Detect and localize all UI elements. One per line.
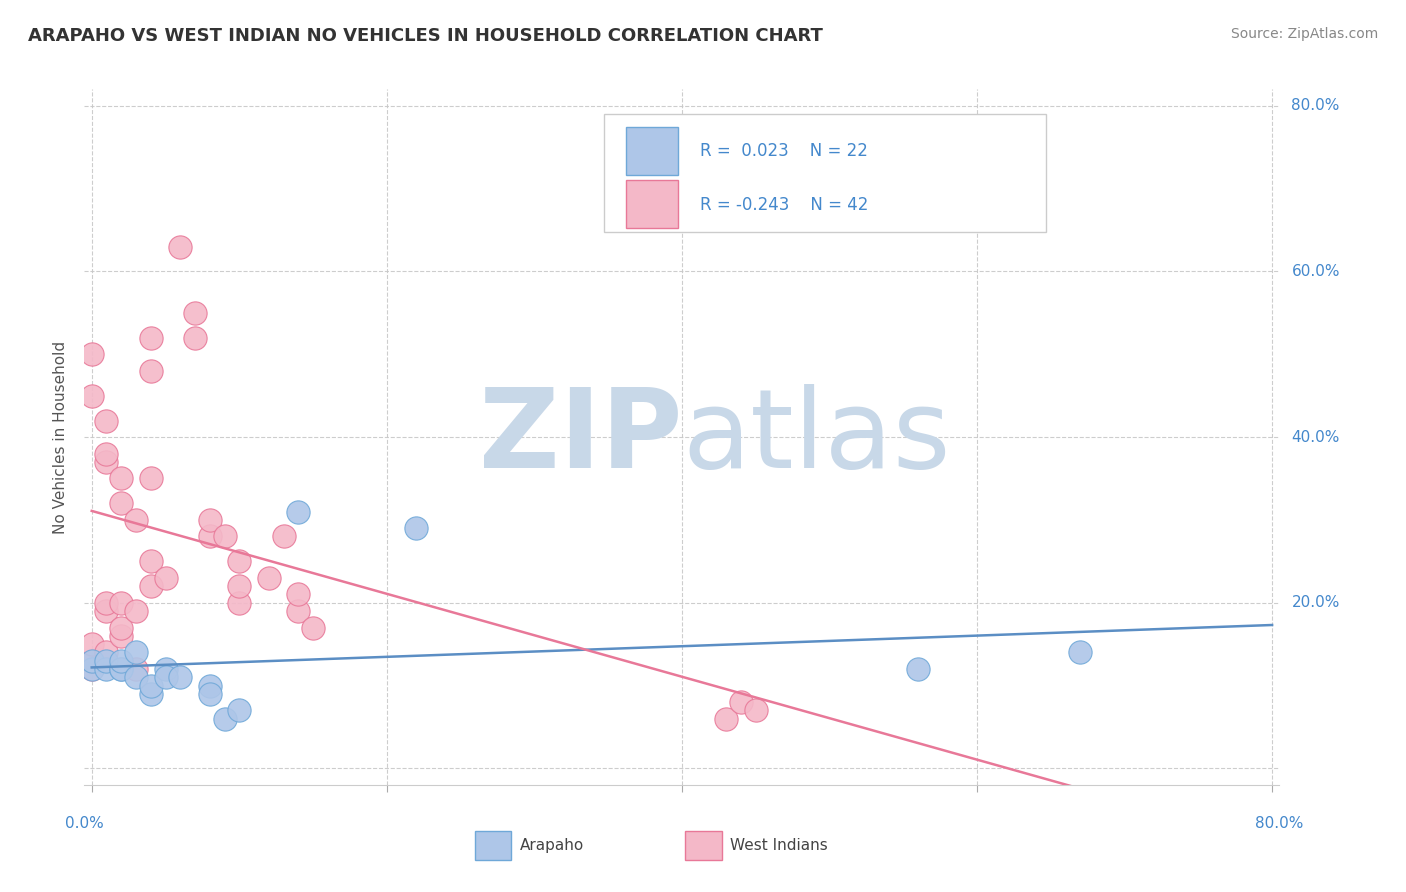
FancyBboxPatch shape [626,180,678,228]
Point [80,654,103,668]
Point [302,621,325,635]
Point [125,670,148,684]
Point [125,513,148,527]
Point [184,331,207,345]
Point [80,662,103,676]
Point [139,679,162,693]
Point [96,604,118,618]
Point [125,662,148,676]
Point [198,687,221,701]
Point [714,712,737,726]
Point [730,695,752,709]
Text: ARAPAHO VS WEST INDIAN NO VEHICLES IN HOUSEHOLD CORRELATION CHART: ARAPAHO VS WEST INDIAN NO VEHICLES IN HO… [28,27,823,45]
Point [155,662,177,676]
Point [287,604,309,618]
Point [155,571,177,585]
Point [907,662,929,676]
Point [139,579,162,593]
Point [273,529,295,543]
Text: 80.0%: 80.0% [1291,98,1340,113]
Point [96,654,118,668]
Point [125,645,148,659]
Text: 80.0%: 80.0% [1256,816,1303,831]
Point [96,447,118,461]
Point [110,621,132,635]
FancyBboxPatch shape [605,113,1046,232]
Text: R = -0.243    N = 42: R = -0.243 N = 42 [700,195,869,214]
Point [169,670,191,684]
Point [110,662,132,676]
Point [139,364,162,378]
Point [125,604,148,618]
Point [169,239,191,253]
Text: 40.0%: 40.0% [1291,430,1340,444]
Point [80,637,103,651]
Point [96,662,118,676]
Text: R =  0.023    N = 22: R = 0.023 N = 22 [700,142,868,161]
Point [139,554,162,568]
Point [80,662,103,676]
Point [96,596,118,610]
Point [110,629,132,643]
Point [1069,645,1091,659]
FancyBboxPatch shape [626,127,678,175]
Point [110,496,132,510]
Point [228,554,250,568]
Point [214,712,236,726]
Point [287,587,309,601]
Y-axis label: No Vehicles in Household: No Vehicles in Household [53,341,69,533]
Point [80,347,103,361]
Text: 60.0%: 60.0% [1291,264,1340,279]
Point [228,579,250,593]
Text: Source: ZipAtlas.com: Source: ZipAtlas.com [1230,27,1378,41]
Point [214,529,236,543]
Point [228,703,250,717]
Point [139,471,162,485]
Text: 20.0%: 20.0% [1291,595,1340,610]
Point [110,662,132,676]
Text: atlas: atlas [682,384,950,491]
Point [198,679,221,693]
Point [228,596,250,610]
Point [257,571,280,585]
Point [198,529,221,543]
Point [139,687,162,701]
Point [184,306,207,320]
Point [110,654,132,668]
Point [80,654,103,668]
Point [139,331,162,345]
Point [96,645,118,659]
Point [287,505,309,519]
Point [198,513,221,527]
Point [155,670,177,684]
Point [110,471,132,485]
Text: ZIP: ZIP [478,384,682,491]
Text: Arapaho: Arapaho [520,838,583,853]
Text: West Indians: West Indians [731,838,828,853]
Point [110,596,132,610]
Text: 0.0%: 0.0% [65,816,104,831]
Point [405,521,427,535]
Point [80,389,103,403]
Point [744,703,766,717]
Point [96,413,118,427]
Point [96,455,118,469]
